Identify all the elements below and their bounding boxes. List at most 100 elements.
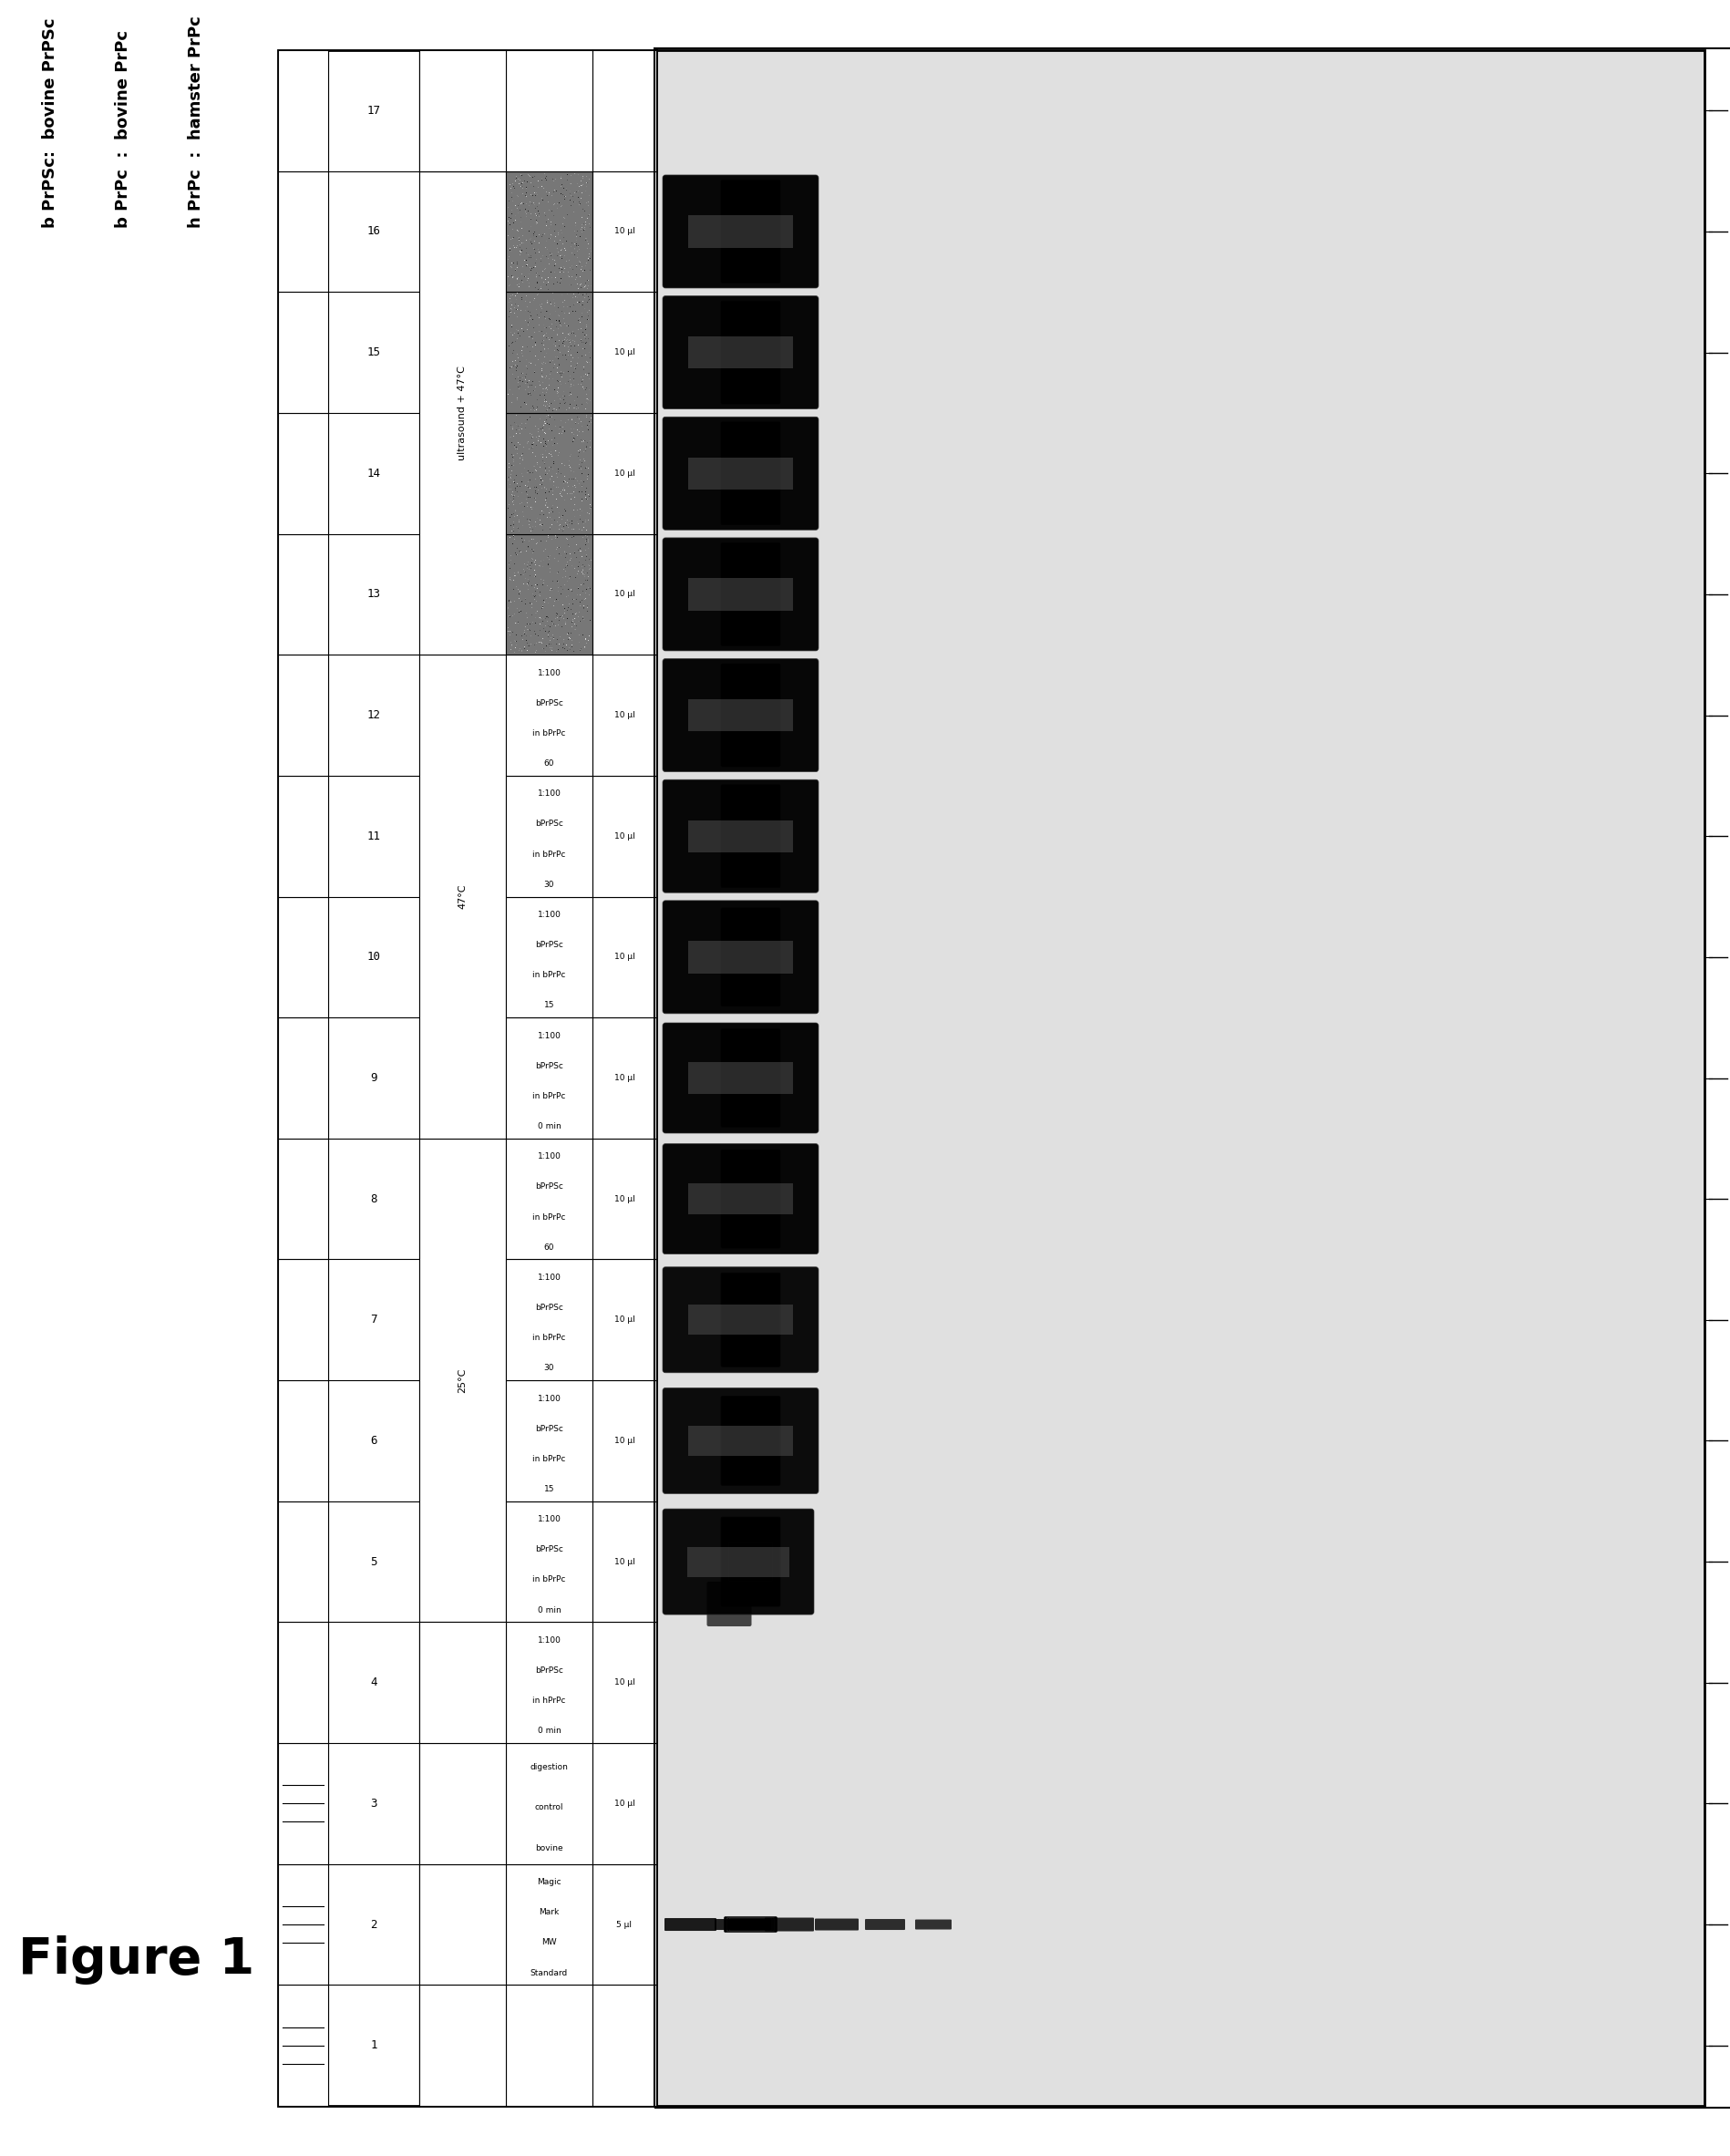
FancyBboxPatch shape [663,1145,818,1255]
Text: in bPrPc: in bPrPc [533,1576,566,1585]
Text: in bPrPc: in bPrPc [533,849,566,858]
Bar [689,457,794,489]
FancyBboxPatch shape [663,1022,818,1134]
Text: 10 µl: 10 µl [614,591,635,599]
Text: 60: 60 [543,1244,554,1250]
FancyBboxPatch shape [663,1268,818,1373]
Text: Standard: Standard [531,1968,567,1977]
Text: bPrPSc: bPrPSc [535,819,564,828]
Bar [279,1138,329,1259]
FancyBboxPatch shape [727,1917,773,1932]
FancyBboxPatch shape [714,1919,754,1930]
Bar [505,1501,592,1621]
Text: 47°C: 47°C [458,884,467,910]
Text: Mark: Mark [540,1908,559,1917]
Bar [592,1865,656,1986]
Text: in bPrPc: in bPrPc [533,1093,566,1100]
Bar [279,291,329,414]
FancyBboxPatch shape [721,1397,780,1485]
Bar [592,1986,656,2106]
Text: 1:100: 1:100 [538,1274,561,1281]
Text: 10 µl: 10 µl [614,1436,635,1445]
Text: digestion: digestion [529,1764,567,1772]
Bar [419,50,505,170]
Bar [279,1742,329,1865]
Bar [592,1138,656,1259]
FancyBboxPatch shape [725,1917,777,1932]
Bar [419,1865,505,1986]
Text: MW: MW [541,1938,557,1947]
Bar [592,1621,656,1742]
Text: bPrPSc: bPrPSc [535,1546,564,1554]
Bar [592,1742,656,1865]
Bar [592,897,656,1018]
Text: 1:100: 1:100 [538,668,561,677]
FancyBboxPatch shape [721,908,780,1007]
Text: 10 µl: 10 µl [614,1557,635,1565]
Text: Figure 1: Figure 1 [19,1936,254,1986]
Text: 11: 11 [367,830,381,843]
Bar [505,1621,592,1742]
Text: 10 µl: 10 µl [614,832,635,841]
FancyBboxPatch shape [721,664,780,768]
Bar [505,1742,592,1865]
Text: 25°C: 25°C [458,1367,467,1393]
Bar [505,535,592,655]
FancyBboxPatch shape [721,1272,780,1367]
Bar [279,1986,329,2106]
Text: 1: 1 [370,2040,377,2050]
Bar [689,1425,794,1455]
Bar [419,170,505,655]
FancyBboxPatch shape [721,785,780,888]
Bar [505,897,592,1018]
FancyBboxPatch shape [663,295,818,410]
Bar [279,776,329,897]
FancyBboxPatch shape [663,780,818,893]
FancyBboxPatch shape [727,1917,775,1932]
FancyBboxPatch shape [865,1919,905,1930]
Text: 15: 15 [543,1000,554,1009]
Bar [689,216,794,248]
Bar [592,170,656,291]
Text: in bPrPc: in bPrPc [533,729,566,737]
FancyBboxPatch shape [664,1919,716,1932]
Text: in bPrPc: in bPrPc [533,1335,566,1341]
Bar [689,336,794,369]
Text: 15: 15 [543,1485,554,1494]
Bar [505,291,592,414]
Text: 8: 8 [370,1192,377,1205]
Bar [419,1986,505,2106]
Text: 12: 12 [367,709,381,720]
Text: 30: 30 [543,880,554,888]
Text: 4: 4 [370,1677,377,1688]
Bar [656,50,1704,2106]
Bar [279,655,329,776]
Bar [279,1380,329,1501]
FancyBboxPatch shape [721,423,780,524]
Text: 10 µl: 10 µl [614,711,635,720]
Bar [654,47,1730,2109]
FancyBboxPatch shape [663,1509,813,1615]
Bar [505,170,592,291]
Bar [689,1304,794,1335]
Bar [592,1501,656,1621]
Text: 10 µl: 10 µl [614,1315,635,1324]
Bar [592,776,656,897]
Text: in hPrPc: in hPrPc [533,1697,566,1705]
Text: 10 µl: 10 µl [614,226,635,235]
Bar [592,50,656,170]
Bar [505,1865,592,1986]
Bar [592,1259,656,1380]
Text: bPrPSc: bPrPSc [535,699,564,707]
Bar [279,170,329,291]
Bar [279,1621,329,1742]
Bar [419,1138,505,1621]
Bar [592,291,656,414]
FancyBboxPatch shape [663,901,818,1013]
Bar [505,1380,592,1501]
Bar [279,50,656,2106]
Text: 3: 3 [370,1798,377,1809]
Text: 1:100: 1:100 [538,1031,561,1039]
Bar [592,414,656,535]
Text: h PrPc  :  hamster PrPc: h PrPc : hamster PrPc [189,15,204,229]
